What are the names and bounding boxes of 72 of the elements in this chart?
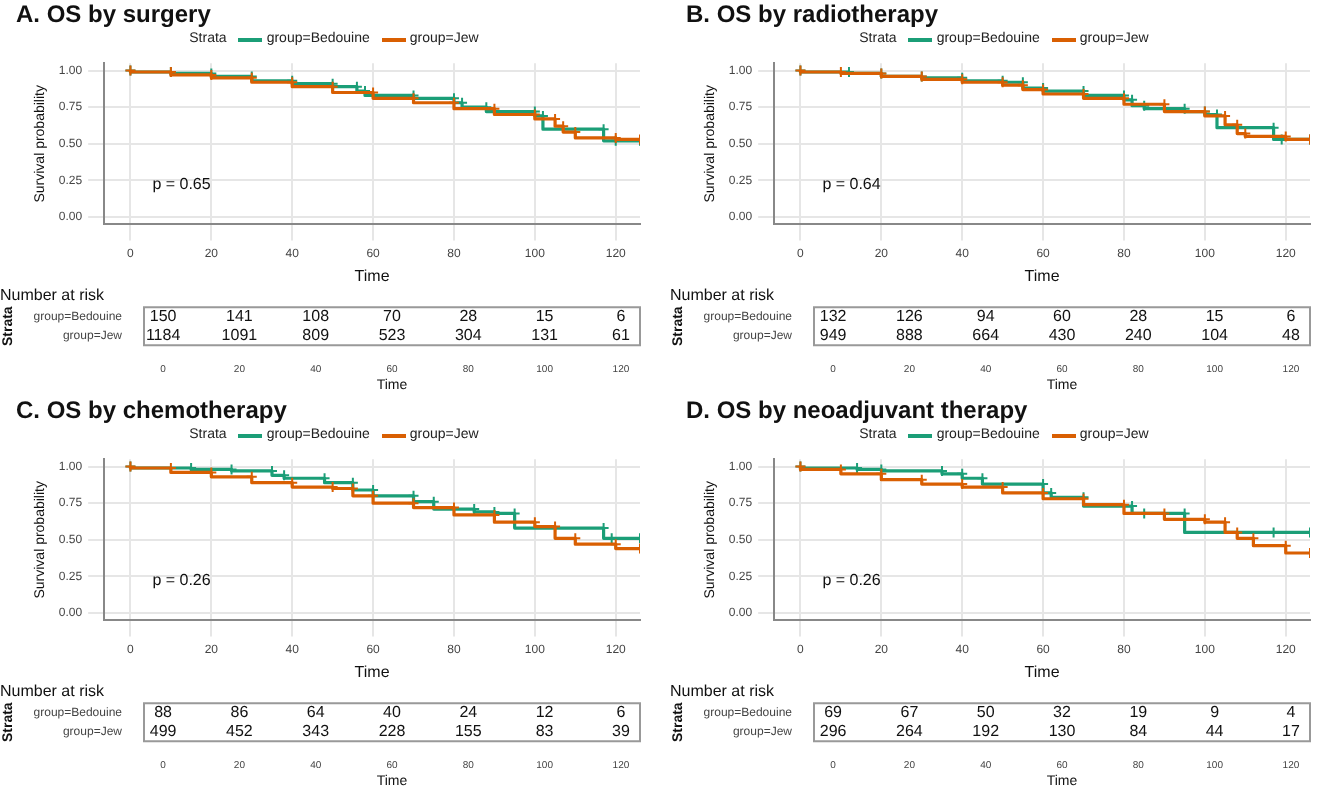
annotation: p = 0.64 — [822, 174, 882, 193]
data-label: 304 — [454, 326, 483, 345]
data-label: 192 — [972, 722, 1001, 741]
data-label: 343 — [302, 722, 331, 741]
chart-title: Number at risk — [670, 682, 777, 701]
data-label: 61 — [612, 326, 631, 345]
data-label: 240 — [1124, 326, 1153, 345]
data-label: 1184 — [145, 326, 182, 345]
data-label: 4 — [1286, 703, 1297, 722]
data-label: 40 — [383, 703, 402, 722]
chart-title: Number at risk — [0, 286, 107, 305]
chart-title: Number at risk — [0, 682, 107, 701]
data-label: 9 — [1210, 703, 1221, 722]
data-label: 6 — [1286, 307, 1297, 326]
data-label: 888 — [896, 326, 924, 345]
data-label: 44 — [1205, 722, 1225, 741]
data-label: 150 — [149, 307, 178, 326]
data-label: 523 — [378, 326, 407, 345]
data-label: 39 — [612, 722, 631, 741]
data-label: 60 — [1053, 307, 1072, 326]
data-label: 64 — [306, 703, 326, 722]
data-label: 28 — [459, 307, 479, 326]
annotation: p = 0.65 — [152, 174, 212, 193]
data-label: 108 — [302, 307, 331, 326]
data-label: 499 — [149, 722, 178, 741]
chart-title: A. OS by surgery — [14, 0, 213, 30]
data-label: 48 — [1282, 326, 1301, 345]
data-label: 12 — [535, 703, 555, 722]
data-label: 15 — [535, 307, 555, 326]
data-label: 131 — [531, 326, 560, 345]
data-label: 88 — [154, 703, 174, 722]
data-label: 6 — [616, 307, 627, 326]
x-axis-title: Time — [354, 266, 391, 285]
data-label: 104 — [1201, 326, 1230, 345]
data-label: 949 — [819, 326, 848, 345]
data-label: 86 — [230, 703, 250, 722]
data-label: 264 — [896, 722, 924, 741]
data-label: 296 — [819, 722, 848, 741]
data-label: 24 — [459, 703, 479, 722]
data-label: 32 — [1053, 703, 1072, 722]
data-label: 228 — [378, 722, 407, 741]
data-label: 94 — [976, 307, 996, 326]
data-label: 430 — [1048, 326, 1077, 345]
data-label: 50 — [976, 703, 996, 722]
data-label: 28 — [1129, 307, 1149, 326]
data-label: 141 — [226, 307, 254, 326]
x-axis-title: Time — [354, 662, 391, 681]
data-label: 15 — [1205, 307, 1225, 326]
data-label: 664 — [972, 326, 1001, 345]
data-label: 452 — [226, 722, 254, 741]
data-label: 84 — [1129, 722, 1149, 741]
x-axis-title: Time — [1024, 662, 1061, 681]
data-label: 6 — [616, 703, 627, 722]
chart-title: B. OS by radiotherapy — [684, 0, 941, 30]
data-label: 83 — [535, 722, 555, 741]
chart-title: Number at risk — [670, 286, 777, 305]
data-label: 1091 — [221, 326, 259, 345]
chart-title: D. OS by neoadjuvant therapy — [684, 396, 1030, 426]
chart-title: C. OS by chemotherapy — [14, 396, 289, 426]
data-label: 70 — [383, 307, 402, 326]
data-label: 19 — [1129, 703, 1149, 722]
data-label: 126 — [896, 307, 924, 326]
data-label: 69 — [824, 703, 844, 722]
annotation: p = 0.26 — [152, 570, 212, 589]
x-axis-title: Time — [1024, 266, 1061, 285]
data-label: 132 — [819, 307, 848, 326]
data-label: 155 — [454, 722, 483, 741]
data-label: 67 — [900, 703, 920, 722]
data-label: 17 — [1282, 722, 1301, 741]
data-label: 130 — [1048, 722, 1077, 741]
data-label: 809 — [302, 326, 331, 345]
annotation: p = 0.26 — [822, 570, 882, 589]
